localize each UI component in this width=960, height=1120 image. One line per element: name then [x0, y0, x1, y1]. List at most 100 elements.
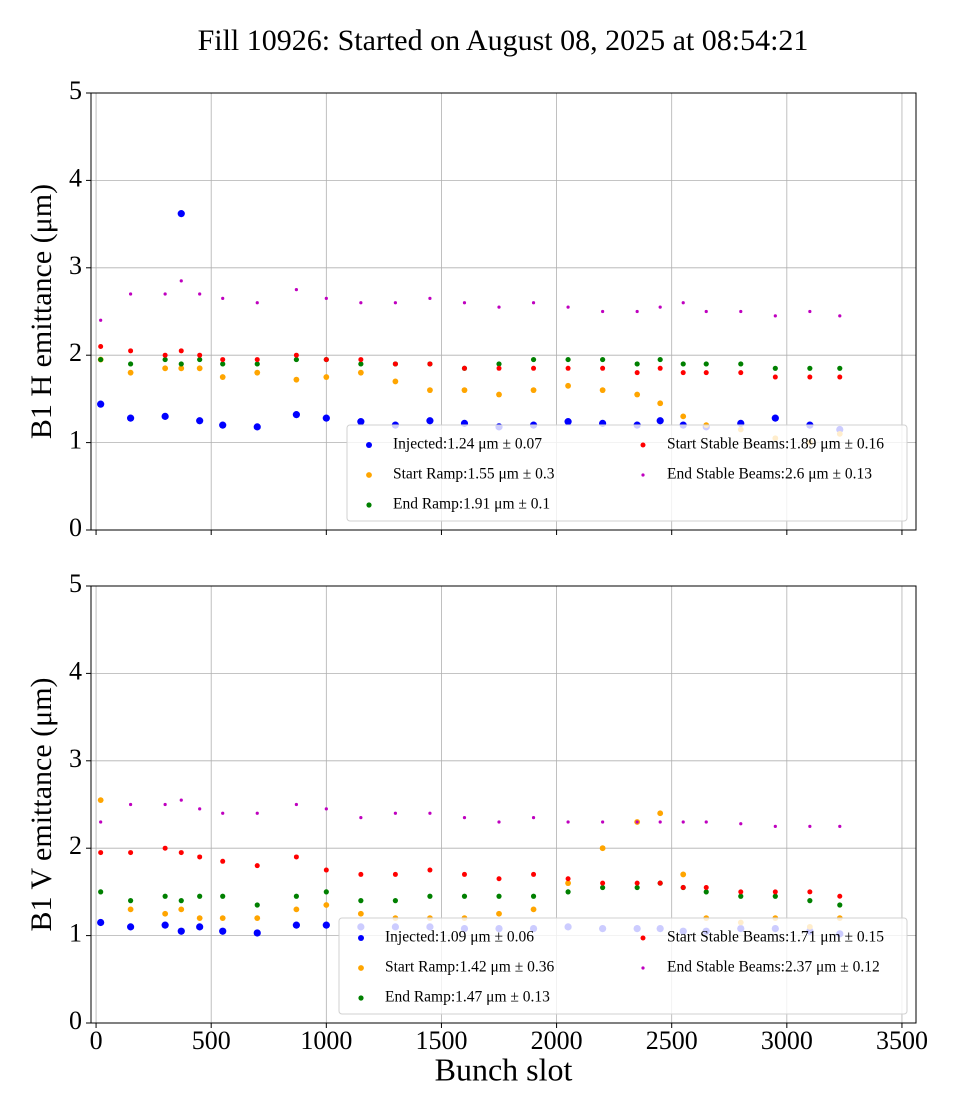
x-tick-label: 3500	[876, 1026, 928, 1055]
x-axis-label: Bunch slot	[435, 1051, 573, 1087]
data-point	[323, 867, 329, 873]
plot-frame	[90, 585, 917, 1024]
legend-label: Start Stable Beams:1.71 μm ± 0.15	[667, 929, 884, 946]
legend-marker	[641, 966, 645, 970]
data-point	[254, 357, 260, 363]
data-point	[97, 400, 105, 408]
data-point	[129, 802, 133, 807]
data-point	[324, 807, 328, 811]
data-point	[196, 417, 204, 425]
y-tick-label: 1	[69, 426, 82, 455]
data-point	[565, 382, 571, 389]
legend-label: Start Stable Beams:1.89 μm ± 0.16	[667, 436, 884, 453]
legend-label: Injected:1.24 μm ± 0.07	[393, 436, 542, 453]
data-point	[178, 361, 184, 367]
data-point	[657, 356, 663, 363]
data-point	[807, 898, 813, 904]
data-point	[392, 898, 398, 904]
data-point	[324, 296, 328, 300]
data-point	[196, 915, 203, 922]
data-point	[293, 376, 300, 383]
data-point	[179, 798, 183, 802]
data-point	[196, 923, 204, 931]
data-point	[496, 391, 502, 398]
data-point	[808, 309, 812, 314]
data-point	[704, 820, 708, 824]
data-point	[566, 820, 570, 824]
data-point	[127, 923, 135, 931]
data-point	[427, 361, 433, 367]
data-point	[658, 820, 662, 824]
data-point	[703, 885, 709, 891]
data-point	[393, 301, 397, 305]
chart-title: Fill 10926: Started on August 08, 2025 a…	[198, 24, 809, 57]
data-point	[129, 292, 133, 296]
y-tick-label: 2	[69, 831, 82, 860]
data-point	[427, 387, 433, 394]
data-point	[255, 301, 259, 305]
data-point	[461, 893, 468, 899]
data-point	[128, 898, 134, 904]
data-point	[566, 305, 570, 309]
y-tick-label: 2	[69, 338, 82, 367]
data-point	[773, 824, 777, 828]
data-point	[634, 880, 640, 886]
data-point	[358, 871, 364, 877]
legend-box	[338, 917, 908, 1015]
data-point	[496, 910, 502, 917]
x-tick-label: 2000	[531, 1026, 583, 1055]
data-point	[128, 361, 134, 367]
data-point	[565, 889, 571, 895]
data-point	[178, 906, 185, 913]
data-point	[323, 889, 329, 895]
data-point	[703, 370, 709, 376]
data-point	[838, 314, 842, 318]
data-point	[634, 361, 640, 367]
y-tick-label: 5	[69, 76, 82, 105]
data-point	[600, 356, 606, 363]
data-point	[178, 365, 185, 372]
data-point	[221, 811, 225, 815]
data-point	[323, 374, 330, 380]
y-tick-label: 1	[69, 919, 82, 948]
data-point	[530, 387, 537, 394]
x-tick-label: 1000	[300, 1026, 352, 1055]
data-point	[392, 361, 398, 367]
data-point	[807, 365, 813, 371]
data-point	[838, 824, 842, 828]
data-point	[428, 811, 432, 815]
data-point	[323, 902, 330, 908]
legend-label: End Stable Beams:2.6 μm ± 0.13	[667, 466, 872, 483]
legend-marker	[640, 935, 646, 941]
data-point	[807, 374, 813, 380]
data-point	[772, 365, 778, 371]
data-point	[772, 374, 778, 380]
y-tick-label: 0	[69, 1006, 82, 1035]
data-point	[162, 352, 168, 358]
data-point	[163, 802, 167, 807]
data-point	[496, 365, 502, 371]
data-point	[253, 423, 261, 431]
data-point	[656, 417, 664, 425]
data-point	[177, 927, 185, 935]
data-point	[680, 361, 686, 367]
data-point	[127, 369, 134, 376]
plot-frame	[90, 92, 917, 531]
data-point	[461, 365, 467, 371]
x-tick-label: 1500	[415, 1026, 467, 1055]
data-point	[808, 824, 812, 828]
data-point	[292, 411, 300, 419]
data-point	[128, 850, 134, 856]
data-point	[837, 893, 843, 899]
data-point	[599, 845, 606, 852]
data-point	[179, 279, 183, 283]
data-point	[530, 356, 537, 363]
data-point	[254, 902, 260, 908]
data-point	[634, 391, 641, 398]
legend-label: Start Ramp:1.55 μm ± 0.3	[393, 466, 555, 483]
data-point	[600, 880, 606, 886]
data-point	[837, 902, 843, 908]
data-point	[197, 352, 203, 358]
data-point	[531, 816, 536, 820]
data-point	[162, 365, 169, 372]
